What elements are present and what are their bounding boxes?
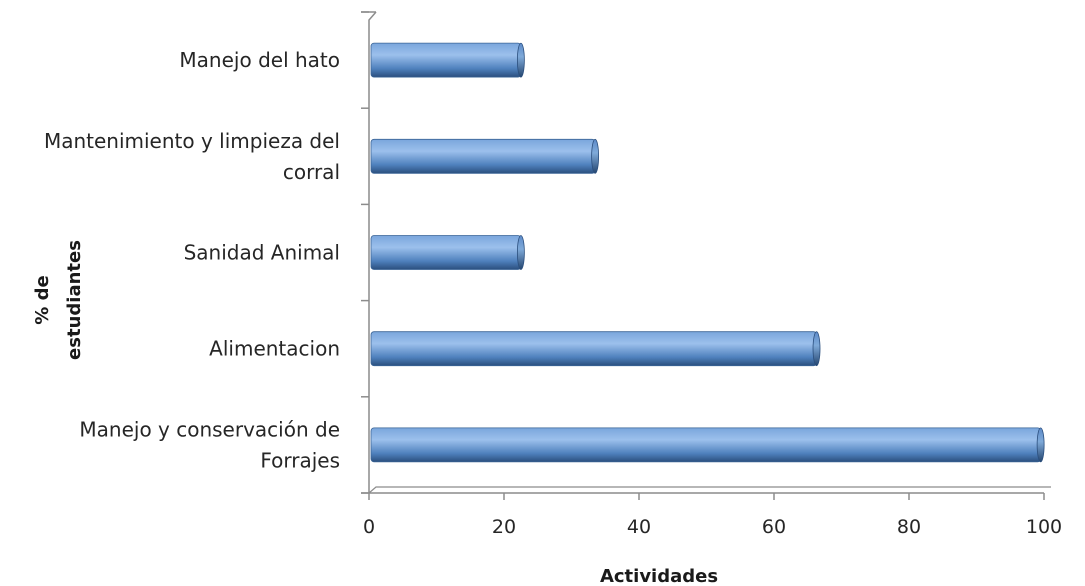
bar-body [370, 138, 596, 174]
bars [370, 42, 1045, 463]
y-axis-title-line: % de [32, 275, 53, 324]
bar [370, 235, 525, 270]
floor-back-edge [368, 486, 1051, 494]
bar-body [370, 331, 817, 367]
bar [370, 331, 821, 367]
y-axis-title: % de estudiantes [32, 240, 85, 360]
x-tick-label: 60 [762, 516, 786, 538]
bar-body [370, 235, 522, 270]
bar [370, 427, 1045, 463]
bar-body [370, 42, 522, 78]
bar-end-cap [591, 138, 600, 174]
bar [370, 138, 600, 174]
y-category-label: Manejo y conservación de [79, 417, 340, 441]
y-category-label: Manejo del hato [179, 48, 340, 72]
y-axis-title-line: estudiantes [64, 240, 85, 360]
bar-end-cap [1036, 427, 1045, 463]
x-tick-label: 20 [492, 516, 516, 538]
bar [370, 42, 525, 78]
axes [361, 11, 1051, 500]
y-category-label: Mantenimiento y limpieza del [44, 129, 340, 153]
y-category-label: Alimentacion [209, 337, 340, 361]
x-tick-label: 40 [627, 516, 651, 538]
y-category-label: corral [283, 160, 340, 184]
bar-end-cap [516, 235, 525, 270]
x-tick-label: 0 [363, 516, 375, 538]
x-tick-label: 80 [897, 516, 921, 538]
x-axis-title: Actividades [600, 566, 718, 586]
bar-end-cap [812, 331, 821, 367]
bar-body [370, 427, 1042, 463]
x-tick-label: 100 [1026, 516, 1062, 538]
bar-end-cap [516, 42, 525, 78]
y-category-label: Forrajes [260, 448, 340, 472]
y-category-label: Sanidad Animal [184, 241, 340, 265]
y-axis-wall [368, 11, 377, 493]
labels: 0 20 40 60 80 100 Manejo del hato Mantenimiento… [32, 48, 1062, 586]
